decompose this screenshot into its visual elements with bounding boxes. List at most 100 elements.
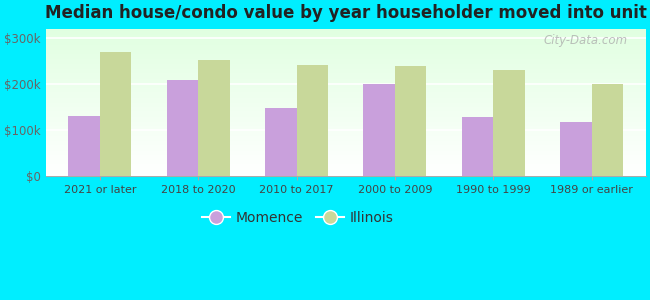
Bar — [46, 132, 646, 133]
Bar — [46, 123, 646, 124]
Bar — [46, 138, 646, 139]
Bar — [46, 82, 646, 83]
Bar — [46, 117, 646, 119]
Bar — [46, 113, 646, 114]
Bar — [46, 157, 646, 158]
Bar — [46, 107, 646, 108]
Bar — [46, 128, 646, 129]
Bar — [46, 78, 646, 79]
Bar — [46, 129, 646, 130]
Bar — [46, 149, 646, 151]
Bar — [46, 139, 646, 141]
Bar — [493, 70, 525, 176]
Bar — [46, 170, 646, 171]
Bar — [46, 54, 646, 56]
Bar — [46, 72, 646, 73]
Bar — [46, 64, 646, 66]
Bar — [46, 173, 646, 174]
Bar — [46, 136, 646, 138]
Text: City-Data.com: City-Data.com — [543, 34, 628, 47]
Bar — [46, 79, 646, 80]
Bar — [46, 166, 646, 167]
Bar — [46, 154, 646, 155]
Bar — [46, 161, 646, 163]
Bar — [46, 83, 646, 85]
Bar — [46, 145, 646, 146]
Bar — [46, 31, 646, 32]
Bar — [46, 97, 646, 98]
Bar — [46, 58, 646, 60]
Bar — [46, 56, 646, 57]
Bar — [46, 104, 646, 105]
Bar — [46, 40, 646, 41]
Bar — [46, 88, 646, 89]
Bar — [46, 167, 646, 168]
Bar — [166, 80, 198, 176]
Bar — [46, 124, 646, 126]
Bar — [46, 164, 646, 166]
Bar — [198, 60, 229, 176]
Bar — [592, 84, 623, 176]
Bar — [46, 103, 646, 104]
Bar — [46, 60, 646, 61]
Bar — [46, 61, 646, 63]
Bar — [46, 151, 646, 152]
Bar — [46, 32, 646, 34]
Bar — [46, 69, 646, 70]
Bar — [46, 105, 646, 107]
Bar — [46, 158, 646, 160]
Bar — [46, 86, 646, 88]
Bar — [46, 53, 646, 54]
Bar — [46, 155, 646, 157]
Bar — [46, 160, 646, 161]
Bar — [395, 66, 426, 176]
Bar — [46, 148, 646, 149]
Bar — [46, 111, 646, 113]
Bar — [46, 135, 646, 136]
Bar — [46, 171, 646, 173]
Bar — [46, 38, 646, 40]
Bar — [46, 94, 646, 95]
Bar — [46, 73, 646, 75]
Bar — [46, 45, 646, 47]
Bar — [560, 122, 592, 176]
Bar — [46, 163, 646, 164]
Bar — [462, 117, 493, 176]
Bar — [46, 98, 646, 100]
Bar — [46, 37, 646, 38]
Bar — [46, 85, 646, 86]
Bar — [46, 34, 646, 35]
Bar — [46, 41, 646, 43]
Bar — [296, 65, 328, 176]
Bar — [363, 84, 395, 176]
Bar — [46, 91, 646, 92]
Bar — [46, 100, 646, 101]
Bar — [46, 114, 646, 116]
Bar — [46, 152, 646, 154]
Legend: Momence, Illinois: Momence, Illinois — [196, 205, 399, 230]
Bar — [46, 50, 646, 51]
Bar — [46, 142, 646, 143]
Bar — [46, 110, 646, 111]
Bar — [46, 95, 646, 97]
Bar — [68, 116, 99, 176]
Bar — [46, 101, 646, 103]
Bar — [46, 57, 646, 58]
Bar — [46, 75, 646, 76]
Bar — [46, 68, 646, 69]
Bar — [46, 168, 646, 170]
Bar — [46, 130, 646, 132]
Bar — [46, 120, 646, 122]
Bar — [46, 70, 646, 72]
Bar — [46, 146, 646, 148]
Bar — [46, 48, 646, 50]
Bar — [46, 92, 646, 94]
Bar — [46, 66, 646, 68]
Bar — [46, 76, 646, 78]
Bar — [46, 126, 646, 128]
Bar — [46, 133, 646, 135]
Bar — [99, 52, 131, 176]
Bar — [265, 108, 296, 176]
Bar — [46, 63, 646, 64]
Title: Median house/condo value by year householder moved into unit: Median house/condo value by year househo… — [45, 4, 647, 22]
